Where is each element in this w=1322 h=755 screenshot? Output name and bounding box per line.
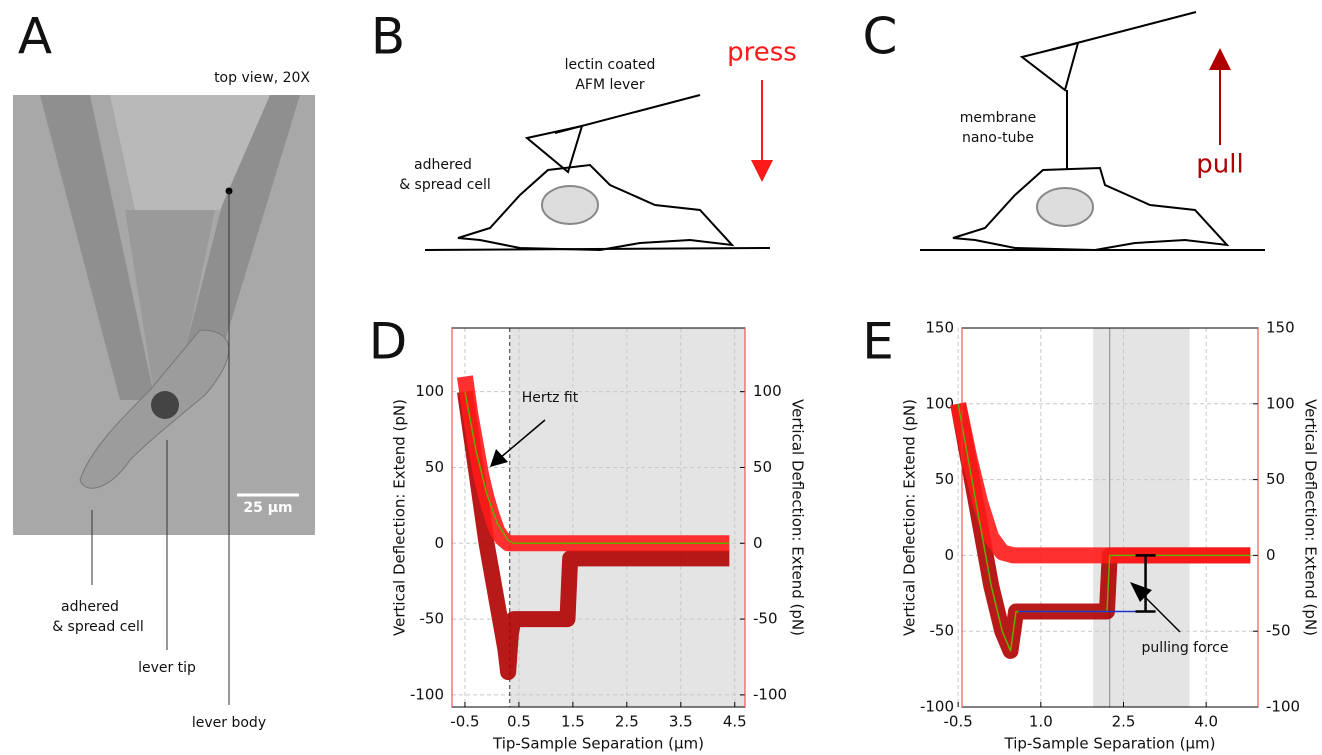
pulling-force-bracket (1135, 554, 1156, 613)
y2-tick-label: -100 (1266, 698, 1300, 716)
x-tick-label: 0.5 (507, 713, 531, 731)
label: & spread cell (399, 177, 491, 193)
x-tick-label: 2.5 (1112, 713, 1136, 731)
panel-letter: A (18, 8, 52, 66)
y2-tick-label: -100 (753, 685, 787, 703)
press-arrow (751, 80, 773, 182)
y2-tick-label: 100 (753, 382, 782, 400)
pull-arrow (1209, 48, 1231, 145)
label: lectin coated (565, 57, 656, 73)
arrow-head (490, 449, 508, 467)
y-tick-label: -100 (410, 685, 444, 703)
y-axis-label: Vertical Deflection: Extend (pN) (391, 399, 409, 636)
y2-tick-label: 0 (753, 534, 763, 552)
y-tick-label: -50 (420, 610, 445, 628)
label: adhered (414, 157, 472, 173)
y2-tick-label: 100 (1266, 394, 1295, 412)
label: lever tip (138, 660, 196, 676)
action-label: pull (1196, 150, 1243, 180)
arrow (499, 419, 546, 459)
label: AFM lever (575, 77, 645, 93)
panel-letter: C (863, 8, 898, 66)
x-tick-label: 3.5 (669, 713, 693, 731)
y2-axis-label: Vertical Deflection: Extend (pN) (789, 399, 807, 636)
arrow-head (1130, 582, 1152, 602)
cell-diagram (424, 94, 771, 252)
y2-tick-label: -50 (753, 610, 778, 628)
x-tick-label: 4.5 (723, 713, 747, 731)
y-tick-label: 0 (434, 534, 444, 552)
y2-tick-label: -50 (1266, 622, 1291, 640)
nucleus (541, 185, 599, 225)
panel-letter: B (371, 8, 405, 66)
panel-letter: D (369, 313, 408, 371)
y-tick-label: -50 (930, 622, 955, 640)
label: adhered (61, 599, 119, 615)
annotation: Hertz fit (522, 390, 579, 406)
x-tick-label: -0.5 (450, 713, 479, 731)
y2-tick-label: 0 (1266, 546, 1276, 564)
x-tick-label: 4.0 (1194, 713, 1218, 731)
y-tick-label: 150 (925, 319, 954, 337)
y2-tick-label: 50 (753, 458, 772, 476)
label: & spread cell (52, 619, 144, 635)
noisy-trace (457, 390, 730, 681)
fit-line (464, 391, 730, 545)
y2-tick-label: 50 (1266, 470, 1285, 488)
label: membrane (960, 110, 1037, 126)
x-tick-label: 1.5 (561, 713, 585, 731)
caption: top view, 20X (214, 70, 310, 86)
scale-label: 25 µm (243, 500, 292, 516)
x-tick-label: -0.5 (944, 713, 973, 731)
y2-axis-label: Vertical Deflection: Extend (pN) (1302, 399, 1320, 636)
panel-letter: E (862, 313, 894, 371)
action-label: press (727, 38, 797, 68)
fit-line (957, 403, 1251, 652)
y-tick-label: 50 (935, 470, 954, 488)
nucleus (1036, 187, 1094, 227)
y-tick-label: 100 (925, 394, 954, 412)
x-axis-label: Tip-Sample Separation (µm) (1004, 735, 1216, 753)
y2-tick-label: 150 (1266, 319, 1295, 337)
y-tick-label: -100 (920, 698, 954, 716)
micrograph (13, 95, 315, 535)
x-tick-label: 1.0 (1029, 713, 1053, 731)
y-tick-label: 0 (944, 546, 954, 564)
x-axis-label: Tip-Sample Separation (µm) (492, 735, 704, 753)
label: lever body (192, 715, 266, 731)
y-axis-label: Vertical Deflection: Extend (pN) (901, 399, 919, 636)
x-tick-label: 2.5 (615, 713, 639, 731)
annotation: pulling force (1142, 640, 1229, 656)
shaded-region (509, 328, 745, 707)
cell-diagram (920, 11, 1265, 252)
y-tick-label: 100 (415, 382, 444, 400)
y-tick-label: 50 (425, 458, 444, 476)
arrow (1139, 591, 1181, 633)
label: nano-tube (962, 130, 1034, 146)
